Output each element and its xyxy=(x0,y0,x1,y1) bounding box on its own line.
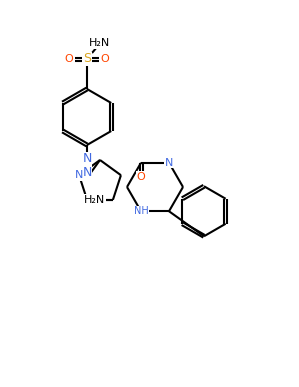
Text: S: S xyxy=(83,53,91,65)
Text: NH: NH xyxy=(134,206,148,216)
Text: N: N xyxy=(75,170,83,180)
Text: O: O xyxy=(65,54,73,64)
Text: N: N xyxy=(82,152,92,166)
Text: O: O xyxy=(137,172,145,182)
Text: N: N xyxy=(82,166,92,180)
Text: H₂N: H₂N xyxy=(89,38,110,48)
Text: O: O xyxy=(101,54,109,64)
Text: H₂N: H₂N xyxy=(84,195,106,205)
Text: N: N xyxy=(165,158,173,168)
Text: N: N xyxy=(83,195,91,205)
